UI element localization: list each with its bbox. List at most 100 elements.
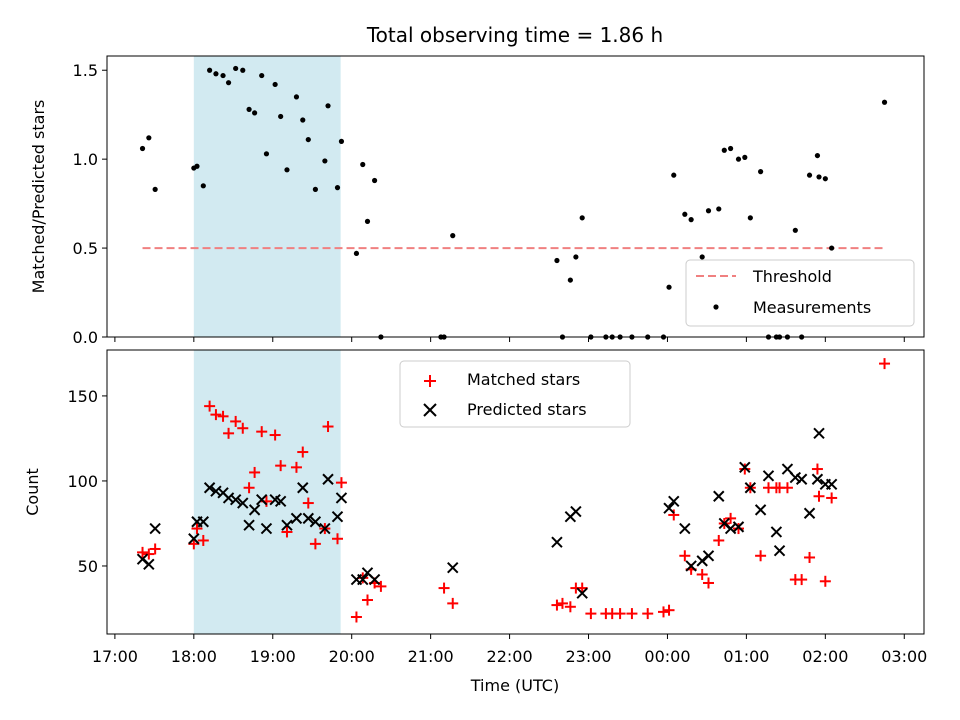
predicted-star-point (713, 490, 725, 502)
predicted-star-point (762, 470, 775, 482)
matched-star-point (447, 597, 459, 609)
x-tick-label: 21:00 (408, 647, 454, 666)
matched-star-point (149, 543, 161, 555)
measurement-point (682, 211, 688, 217)
predicted-star-point (197, 516, 210, 528)
legend-top-box (685, 259, 915, 327)
measurement-point (152, 186, 158, 192)
matched-star-point (713, 534, 725, 546)
matched-star-point (256, 426, 268, 438)
measurement-point (758, 169, 764, 175)
matched-star-point (781, 482, 793, 494)
matched-star-point (551, 599, 563, 611)
predicted-star-point (570, 505, 582, 518)
predicted-star-point (203, 482, 216, 494)
measurement-point (146, 135, 152, 141)
predicted-star-point (149, 522, 161, 535)
measurement-point (671, 172, 677, 178)
predicted-star-point (551, 536, 563, 548)
measurement-point (822, 176, 828, 182)
predicted-star-point (188, 533, 200, 545)
measurement-point (220, 72, 226, 79)
x-tick-label: 00:00 (644, 647, 690, 666)
predicted-star-point (576, 587, 588, 599)
matched-star-point (614, 608, 626, 620)
matched-star-point (826, 492, 838, 504)
matched-star-point (576, 582, 588, 594)
matched-star-point (249, 466, 261, 478)
matched-star-point (197, 534, 209, 546)
predicted-star-point (679, 522, 691, 535)
predicted-star-point (795, 473, 808, 485)
measurement-point (816, 174, 822, 180)
legend-matched-swatch (424, 375, 436, 387)
measurement-point (252, 110, 258, 116)
predicted-star-point (803, 507, 816, 519)
predicted-star-point (811, 473, 824, 485)
measurement-point (360, 161, 366, 168)
measurement-point (225, 80, 232, 86)
matched-star-point (335, 477, 347, 489)
predicted-star-point (302, 512, 314, 525)
measurement-point (272, 81, 278, 88)
measurement-point (735, 156, 742, 162)
matched-star-point (626, 608, 638, 620)
x-tick-label: 03:00 (881, 647, 927, 666)
measurement-point (353, 250, 360, 257)
matched-star-point (556, 597, 568, 609)
matched-star-point (143, 548, 155, 560)
measurement-point (312, 186, 318, 192)
matched-star-point (819, 575, 831, 587)
y-tick-label: 50 (78, 557, 98, 576)
matched-star-point (804, 551, 816, 563)
predicted-star-point (290, 512, 303, 525)
matched-star-point (375, 580, 387, 592)
matched-star-point (188, 538, 200, 550)
matched-star-point (642, 608, 654, 620)
matched-star-point (725, 512, 737, 524)
measurement-point (666, 284, 672, 290)
matched-star-point (331, 533, 343, 545)
matched-star-point (243, 482, 255, 494)
predicted-star-point (668, 495, 680, 508)
predicted-star-point (260, 522, 273, 535)
measurement-point (792, 227, 798, 233)
matched-star-point (322, 421, 334, 433)
measurement-point (728, 145, 734, 152)
matched-star-point (210, 409, 222, 421)
predicted-star-point (335, 492, 348, 504)
predicted-star-point (754, 504, 767, 516)
measurement-point (573, 254, 579, 260)
predicted-star-point (447, 561, 459, 574)
matched-star-point (275, 460, 287, 472)
ratio-y-ticks: 0.0 0.5 1.0 1.5 (73, 61, 107, 347)
matched-star-point (230, 415, 242, 427)
predicted-star-point (739, 461, 751, 474)
matched-star-point (302, 497, 314, 509)
matched-star-point (879, 358, 891, 370)
measurement-point (334, 185, 341, 191)
predicted-star-point (663, 502, 675, 514)
x-tick-label: 22:00 (487, 647, 533, 666)
measurement-point (829, 245, 835, 251)
count-y-ticks: 50 100 150 (67, 387, 107, 576)
measurement-point (300, 117, 306, 123)
ratio-y-label: Matched/Predicted stars (29, 100, 48, 294)
matched-star-point (281, 526, 293, 538)
measurement-point (364, 218, 371, 224)
measurement-point (240, 67, 246, 73)
legend-predicted-label: Predicted stars (467, 400, 587, 419)
predicted-star-point (256, 493, 268, 506)
measurement-point (259, 72, 265, 79)
matched-star-point (217, 410, 229, 422)
predicted-star-point (297, 482, 309, 494)
measurement-point (716, 206, 722, 212)
measurement-point (450, 233, 456, 239)
predicted-star-point (773, 544, 786, 557)
measurement-point (246, 106, 252, 112)
chart-title: Total observing time = 1.86 h (366, 23, 663, 47)
predicted-star-point (243, 519, 255, 531)
matched-star-point (813, 490, 825, 502)
predicted-star-point (813, 427, 825, 440)
